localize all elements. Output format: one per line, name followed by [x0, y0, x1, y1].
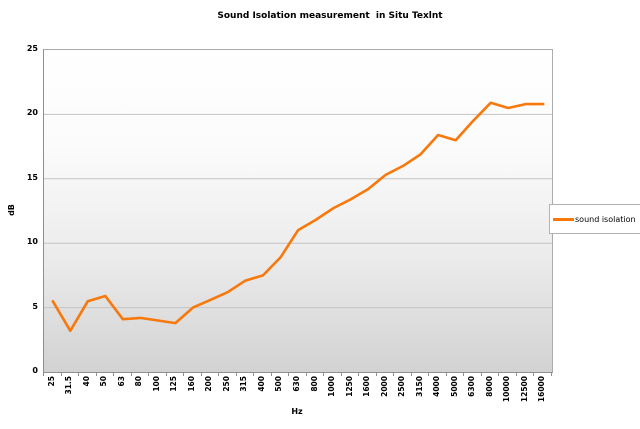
x-tick-label: 12500	[519, 376, 529, 403]
legend-box: sound isolation	[549, 204, 640, 234]
x-tick-label: 3150	[414, 376, 424, 397]
x-tick-mark	[393, 372, 395, 376]
y-axis-title: dB	[7, 204, 16, 216]
plot-area	[43, 49, 553, 373]
x-tick-mark	[148, 372, 150, 376]
x-tick-mark	[183, 372, 185, 376]
x-tick-label: 125	[169, 376, 179, 392]
x-tick-mark	[253, 372, 255, 376]
x-tick-label: 80	[134, 376, 144, 387]
x-tick-label: 63	[116, 376, 126, 387]
x-tick-mark	[165, 372, 167, 376]
x-tick-label: 2000	[379, 376, 389, 397]
x-tick-mark	[375, 372, 377, 376]
y-tick-label: 10	[26, 237, 38, 247]
x-tick-label: 6300	[467, 376, 477, 397]
x-tick-mark	[463, 372, 465, 376]
y-tick-label: 25	[26, 44, 38, 53]
x-tick-label: 16000	[537, 376, 547, 403]
x-tick-mark	[60, 372, 62, 376]
x-tick-mark	[358, 372, 360, 376]
x-tick-label: 250	[221, 376, 231, 392]
x-tick-mark	[200, 372, 202, 376]
x-tick-mark	[533, 372, 535, 376]
x-tick-mark	[498, 372, 500, 376]
x-tick-mark	[235, 372, 237, 376]
x-tick-label: 50	[99, 376, 109, 387]
x-tick-mark	[95, 372, 97, 376]
legend-line-swatch	[553, 217, 574, 221]
x-tick-mark	[551, 372, 552, 376]
x-tick-mark	[270, 372, 272, 376]
y-tick-label: 15	[26, 172, 38, 182]
x-tick-label: 500	[274, 376, 284, 392]
x-tick-label: 400	[256, 376, 266, 392]
x-tick-label: 160	[186, 376, 196, 392]
x-tick-mark	[340, 372, 342, 376]
x-axis-title: Hz	[291, 407, 303, 416]
x-tick-mark	[410, 372, 412, 376]
x-tick-label: 5000	[449, 376, 459, 397]
x-tick-mark	[428, 372, 430, 376]
y-tick-label: 5	[32, 301, 38, 311]
x-tick-label: 315	[239, 376, 249, 392]
chart-title: Sound Isolation measurement in Situ Texl…	[217, 11, 443, 21]
x-tick-label: 200	[204, 376, 214, 392]
x-tick-mark	[218, 372, 220, 376]
x-tick-label: 1250	[344, 376, 354, 397]
x-tick-mark	[323, 372, 325, 376]
y-tick-label: 20	[26, 108, 38, 118]
x-tick-mark	[515, 372, 517, 376]
x-tick-mark	[113, 372, 115, 376]
x-tick-label: 630	[292, 376, 301, 392]
x-tick-label: 40	[81, 376, 91, 387]
x-tick-mark	[288, 372, 290, 376]
x-tick-mark	[305, 372, 307, 376]
x-tick-label: 1000	[327, 376, 337, 397]
legend-label: sound isolation	[575, 214, 636, 224]
x-tick-label: 10000	[502, 376, 512, 403]
x-tick-label: 31.5	[64, 376, 74, 395]
x-tick-label: 4000	[432, 376, 442, 397]
x-tick-label: 2500	[397, 376, 407, 397]
x-tick-mark	[43, 372, 44, 376]
x-tick-label: 100	[151, 376, 161, 392]
x-tick-mark	[130, 372, 132, 376]
chart-canvas	[44, 101, 552, 333]
y-tick-label: 0	[32, 366, 38, 375]
x-tick-mark	[480, 372, 482, 376]
x-tick-label: 1600	[362, 376, 372, 397]
data-line	[51, 101, 545, 333]
x-tick-label: 8000	[484, 376, 494, 397]
x-tick-mark	[78, 372, 80, 376]
x-tick-label: 25	[46, 376, 56, 387]
x-tick-mark	[445, 372, 447, 376]
x-tick-label: 800	[309, 376, 319, 392]
